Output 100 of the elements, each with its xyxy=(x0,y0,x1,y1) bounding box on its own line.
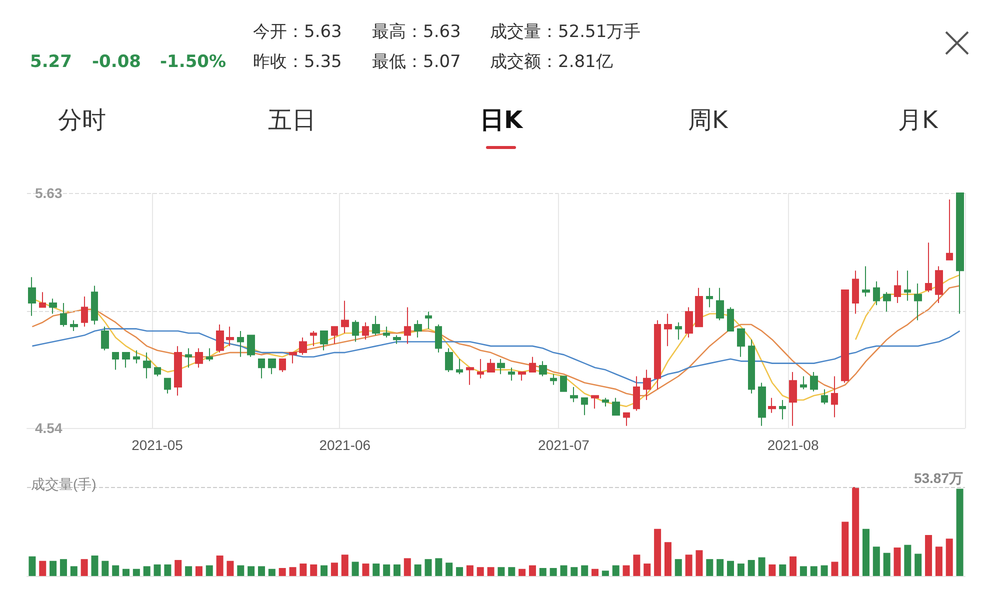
text: 成交额：2.81亿 xyxy=(490,52,613,72)
candlestick xyxy=(779,399,786,420)
text: 周K xyxy=(688,106,728,134)
candlestick xyxy=(456,358,463,375)
bar xyxy=(883,552,890,576)
candlestick xyxy=(529,356,536,372)
bar xyxy=(60,559,67,576)
bar xyxy=(790,556,797,576)
text: 月K xyxy=(898,106,938,134)
candlestick xyxy=(477,358,484,379)
bar xyxy=(550,568,557,576)
candlestick xyxy=(623,412,630,426)
candlestick xyxy=(570,386,578,403)
candlestick xyxy=(39,292,46,308)
candlestick xyxy=(81,296,88,328)
candlestick xyxy=(445,348,453,372)
candlestick xyxy=(383,326,390,338)
bar xyxy=(894,548,901,576)
candlestick xyxy=(352,320,359,342)
bar xyxy=(310,564,318,576)
candlestick xyxy=(591,395,599,410)
text: 日K xyxy=(480,106,523,134)
candlestick xyxy=(216,324,224,354)
bar xyxy=(592,568,599,576)
bar xyxy=(633,554,640,576)
candlestick xyxy=(331,326,338,344)
candlestick xyxy=(226,326,234,347)
candlestick xyxy=(372,315,380,336)
candlestick xyxy=(664,313,672,347)
chart-title: 成交量(手) xyxy=(31,476,96,492)
candlestick xyxy=(695,287,703,328)
bar xyxy=(685,554,692,576)
text: -0.08 xyxy=(92,52,141,72)
bar xyxy=(622,565,630,576)
bar xyxy=(80,559,88,576)
candlestick xyxy=(706,287,713,308)
bar xyxy=(112,565,120,576)
bar xyxy=(748,560,755,576)
text: -1.50% xyxy=(160,52,226,72)
candlestick xyxy=(873,280,880,306)
bar xyxy=(372,564,380,576)
bar xyxy=(800,566,807,576)
x-tick-label: 2021-07 xyxy=(538,437,590,453)
text: 5.27 xyxy=(30,52,72,72)
bar xyxy=(289,567,296,576)
candlestick xyxy=(206,348,213,362)
bar xyxy=(320,565,328,576)
candlestick xyxy=(320,330,328,351)
bar xyxy=(341,554,348,576)
bar xyxy=(466,565,474,576)
bar xyxy=(664,542,672,576)
bar xyxy=(946,538,953,576)
bar xyxy=(456,567,464,576)
x-tick-label: 2021-08 xyxy=(767,437,819,453)
bar xyxy=(852,487,860,576)
candlestick xyxy=(518,371,526,382)
bar xyxy=(352,562,359,576)
bar xyxy=(362,564,370,576)
bar xyxy=(612,565,620,576)
candlestick xyxy=(685,306,693,338)
candlestick xyxy=(914,283,922,321)
candlestick xyxy=(414,320,422,338)
candlestick xyxy=(247,334,255,358)
bar xyxy=(268,568,276,576)
candlestick xyxy=(904,270,911,302)
candlestick xyxy=(758,382,766,426)
candlestick xyxy=(831,376,838,418)
candlestick xyxy=(70,320,78,332)
text: 最低：5.07 xyxy=(372,52,461,72)
candlestick xyxy=(862,266,870,297)
candlestick xyxy=(602,397,609,407)
bar xyxy=(91,556,98,576)
text: 成交量：52.51万手 xyxy=(490,22,641,42)
candlestick xyxy=(643,369,651,400)
candlestick xyxy=(946,198,953,260)
candlestick xyxy=(185,348,192,368)
bar xyxy=(716,559,724,576)
candlestick xyxy=(49,298,57,314)
bar xyxy=(122,568,130,576)
candlestick xyxy=(821,388,828,405)
candlestick xyxy=(612,397,620,416)
candlestick xyxy=(133,350,140,364)
bar xyxy=(143,566,150,576)
bar xyxy=(300,564,307,576)
candlestick xyxy=(925,242,932,293)
bar xyxy=(258,566,265,576)
text: 最高：5.63 xyxy=(372,22,461,42)
candlestick xyxy=(404,306,411,344)
candlestick xyxy=(841,290,849,384)
bar xyxy=(654,528,662,576)
candlestick xyxy=(154,367,161,377)
candlestick xyxy=(164,378,171,394)
bar xyxy=(862,528,870,576)
candlestick xyxy=(174,346,182,396)
line-series xyxy=(32,285,960,396)
candlestick xyxy=(91,285,98,326)
bar xyxy=(508,567,516,576)
candlestick xyxy=(852,270,859,314)
bar xyxy=(424,559,432,576)
candlestick xyxy=(393,334,401,344)
